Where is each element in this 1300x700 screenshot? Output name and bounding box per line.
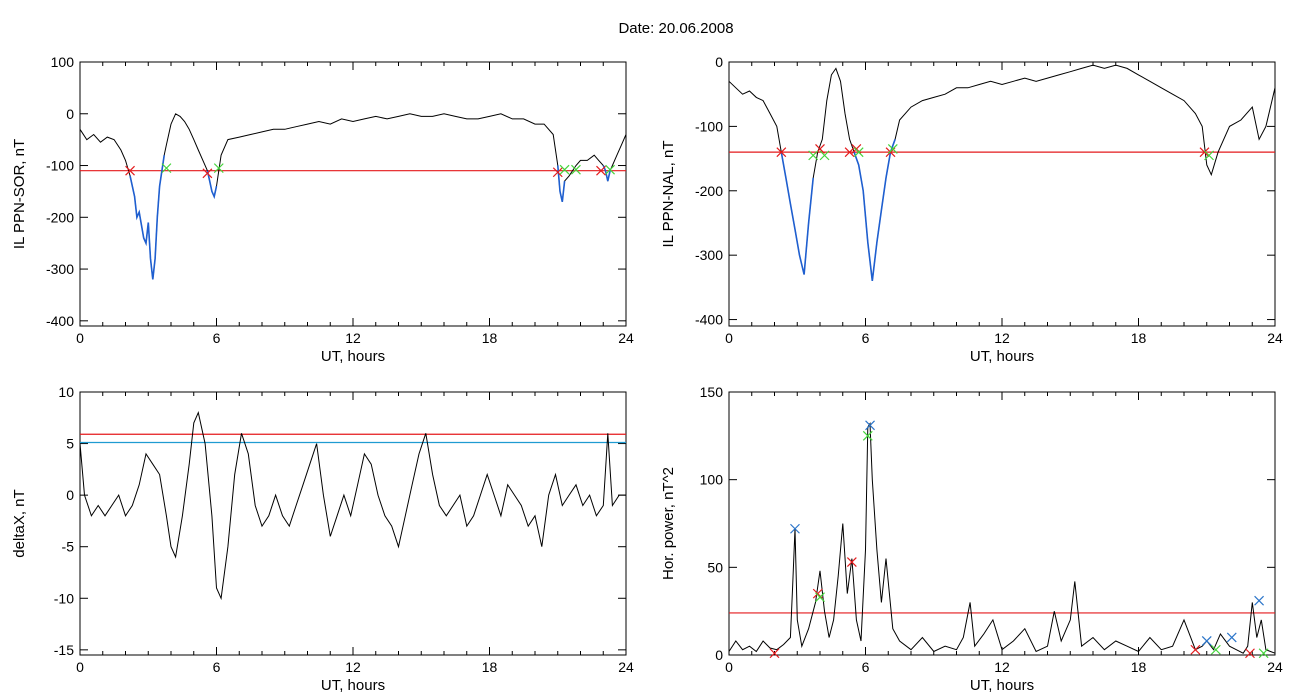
y-axis-label: deltaX, nT xyxy=(11,489,28,557)
y-tick-label: -100 xyxy=(46,158,74,174)
y-tick-label: -300 xyxy=(695,247,723,263)
series-line xyxy=(79,410,626,601)
y-tick-label: 100 xyxy=(700,472,724,488)
marker-green xyxy=(571,164,581,175)
series-line xyxy=(79,113,627,280)
y-tick-label: -15 xyxy=(54,642,74,658)
x-tick-label: 18 xyxy=(1131,330,1147,346)
x-tick-label: 18 xyxy=(482,330,498,346)
y-tick-label: 5 xyxy=(66,436,74,452)
x-tick-label: 24 xyxy=(1267,659,1283,675)
marker-green xyxy=(887,144,898,154)
x-tick-label: 12 xyxy=(994,659,1010,675)
marker-green xyxy=(815,592,825,603)
marker-blue xyxy=(790,523,800,534)
marker-red xyxy=(1199,147,1210,158)
x-axis-label: UT, hours xyxy=(970,348,1034,365)
y-tick-label: 0 xyxy=(715,54,723,70)
figure-header: Date: 20.06.2008 xyxy=(618,20,733,37)
x-axis-label: UT, hours xyxy=(970,677,1034,694)
event-segment xyxy=(129,155,165,280)
x-tick-label: 6 xyxy=(213,330,221,346)
x-tick-label: 12 xyxy=(994,330,1010,346)
x-axis-label: UT, hours xyxy=(321,677,385,694)
marker-blue xyxy=(865,420,875,431)
panel-hor-power: 0 6 12 18 24 150 100 50 0 UT, hours Hor. power, nT… xyxy=(660,384,1283,694)
x-tick-label: 18 xyxy=(1131,659,1147,675)
plot-frame xyxy=(79,391,627,656)
y-tick-label: 100 xyxy=(51,54,75,70)
marker-green xyxy=(1258,648,1269,659)
marker-red xyxy=(846,557,857,567)
panel-il-ppn-nal: 0 6 12 18 24 0 -100 -200 -300 -400 UT, hours IL PPN… xyxy=(660,54,1283,365)
y-axis-label: IL PPN-SOR, nT xyxy=(11,139,28,249)
y-tick-label: 50 xyxy=(707,559,723,575)
y-tick-label: 0 xyxy=(715,647,723,663)
marker-green xyxy=(161,163,172,174)
x-tick-label: 12 xyxy=(345,330,361,346)
x-tick-label: 6 xyxy=(862,330,870,346)
marker-red xyxy=(1245,648,1255,659)
marker-green xyxy=(1210,644,1221,655)
panel-il-ppn-sor: 0 6 12 18 24 100 0 -100 -200 -300 -400 UT, hours IL … xyxy=(11,54,634,365)
marker-blue xyxy=(1226,632,1237,643)
plot-frame xyxy=(79,61,627,327)
marker-green xyxy=(213,163,224,174)
x-tick-label: 0 xyxy=(76,330,84,346)
x-tick-label: 0 xyxy=(76,659,84,675)
y-tick-label: 10 xyxy=(58,384,74,400)
marker-red xyxy=(769,648,780,659)
y-tick-label: 0 xyxy=(66,487,74,503)
y-tick-label: 150 xyxy=(700,384,724,400)
marker-green xyxy=(808,150,819,161)
panel-deltax: 0 6 12 18 24 10 5 0 -5 -10 -15 UT, hours deltaX, nT xyxy=(11,384,634,694)
x-tick-label: 24 xyxy=(1267,330,1283,346)
marker-red xyxy=(202,168,213,179)
y-axis-label: IL PPN-NAL, nT xyxy=(660,141,677,248)
marker-green xyxy=(819,150,830,161)
marker-red xyxy=(125,165,135,176)
y-tick-label: -5 xyxy=(62,539,75,555)
x-tick-label: 12 xyxy=(345,659,361,675)
series-line xyxy=(728,64,1276,281)
y-tick-label: -200 xyxy=(695,183,723,199)
y-tick-label: -400 xyxy=(46,313,74,329)
marker-green xyxy=(853,147,864,158)
x-tick-label: 0 xyxy=(725,330,733,346)
marker-red xyxy=(596,165,606,176)
marker-red xyxy=(776,147,787,158)
series-line xyxy=(728,421,1276,654)
marker-green xyxy=(559,164,570,175)
x-tick-label: 18 xyxy=(482,659,498,675)
x-tick-label: 24 xyxy=(618,659,634,675)
y-tick-label: -200 xyxy=(46,209,74,225)
y-tick-label: -400 xyxy=(695,312,723,328)
x-axis-label: UT, hours xyxy=(321,348,385,365)
y-tick-label: 0 xyxy=(66,106,74,122)
x-tick-label: 24 xyxy=(618,330,634,346)
marker-red xyxy=(844,147,855,158)
event-segment xyxy=(206,170,218,200)
y-tick-label: -10 xyxy=(54,590,74,606)
x-tick-label: 6 xyxy=(862,659,870,675)
event-segment xyxy=(780,151,814,275)
event-segment xyxy=(557,165,566,202)
marker-green xyxy=(862,430,873,441)
y-tick-label: -100 xyxy=(695,118,723,134)
marker-blue xyxy=(1201,636,1212,646)
marker-blue xyxy=(1254,595,1264,606)
y-axis-label: Hor. power, nT^2 xyxy=(660,467,677,580)
y-tick-label: -300 xyxy=(46,261,74,277)
event-segment xyxy=(853,139,896,281)
marker-red xyxy=(1190,644,1201,655)
x-tick-label: 0 xyxy=(725,659,733,675)
x-tick-label: 6 xyxy=(213,659,221,675)
marker-green xyxy=(1204,150,1214,161)
plot-frame xyxy=(728,391,1276,656)
marker-green xyxy=(605,164,615,175)
marker-red xyxy=(552,167,563,178)
